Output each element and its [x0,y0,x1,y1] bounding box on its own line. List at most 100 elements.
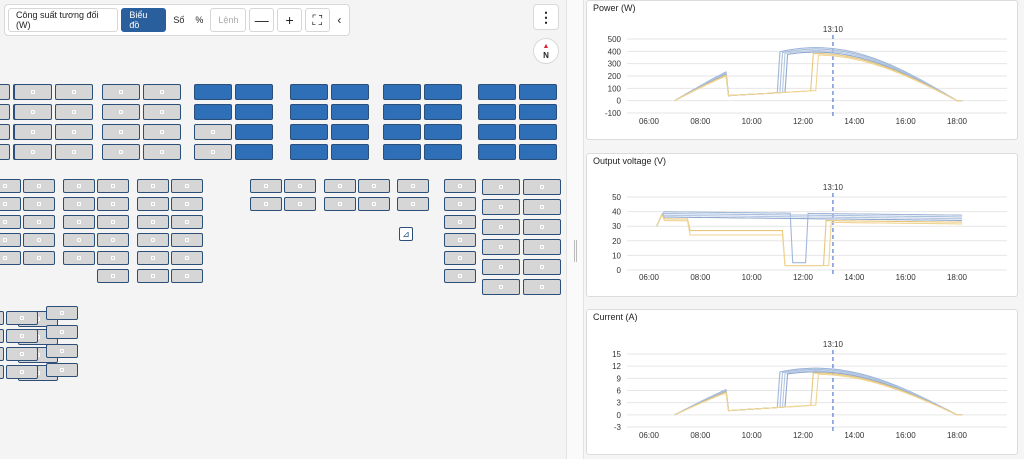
solar-panel[interactable] [482,239,520,255]
relative-power-button[interactable]: Công suất tương đối (W) [8,8,119,32]
solar-panel[interactable] [290,104,328,120]
solar-panel[interactable] [14,104,52,120]
solar-panel[interactable] [424,144,462,160]
solar-panel[interactable] [46,363,78,377]
more-menu-button[interactable]: ⋮ [533,4,559,30]
solar-panel[interactable] [324,197,356,211]
solar-panel[interactable] [519,104,557,120]
solar-panel[interactable] [6,311,38,325]
solar-panel[interactable] [519,84,557,100]
solar-panel[interactable] [0,84,10,100]
solar-panel[interactable] [478,104,516,120]
solar-panel[interactable] [383,104,421,120]
solar-panel[interactable] [519,124,557,140]
solar-panel[interactable] [444,197,476,211]
solar-panel[interactable] [6,347,38,361]
solar-panel[interactable] [63,251,95,265]
solar-panel[interactable] [137,179,169,193]
solar-panel[interactable] [0,215,21,229]
solar-panel[interactable] [97,233,129,247]
panel-layout-map[interactable]: ⊿ Công suất tương đối (W) Biểu đồ Số % L… [0,0,566,459]
solar-panel[interactable] [137,233,169,247]
solar-panel[interactable] [194,84,232,100]
solar-panel[interactable] [97,197,129,211]
solar-panel[interactable] [102,124,140,140]
solar-panel[interactable] [0,365,4,379]
solar-panel[interactable] [284,197,316,211]
solar-panel[interactable] [23,233,55,247]
solar-panel[interactable] [0,179,21,193]
fullscreen-button[interactable]: ⛶ [304,8,330,32]
solar-panel[interactable] [523,259,561,275]
solar-panel[interactable] [482,179,520,195]
solar-panel[interactable] [0,104,10,120]
solar-panel[interactable] [290,84,328,100]
solar-panel[interactable] [63,215,95,229]
solar-panel[interactable] [444,269,476,283]
solar-panel[interactable] [0,144,10,160]
solar-panel[interactable] [55,124,93,140]
solar-panel[interactable] [137,215,169,229]
solar-panel[interactable] [250,179,282,193]
solar-panel[interactable] [424,104,462,120]
solar-panel[interactable] [235,104,273,120]
voltage-chart[interactable]: 0 10 20 30 40 50 06:00 08:00 10:00 12:00 14:00 16:0… [587,154,1019,298]
solar-panel[interactable] [97,215,129,229]
solar-panel[interactable] [397,179,429,193]
solar-panel[interactable] [235,124,273,140]
solar-panel[interactable] [23,179,55,193]
solar-panel[interactable] [97,179,129,193]
solar-panel[interactable] [519,144,557,160]
solar-panel[interactable] [290,124,328,140]
solar-panel[interactable] [383,84,421,100]
solar-panel[interactable] [523,239,561,255]
solar-panel[interactable] [478,124,516,140]
solar-panel[interactable] [523,219,561,235]
solar-panel[interactable] [14,144,52,160]
pane-resize-handle[interactable] [566,0,584,459]
compass-button[interactable]: ▲ N [533,38,559,64]
solar-panel[interactable] [194,104,232,120]
solar-panel[interactable] [171,233,203,247]
solar-panel[interactable] [284,179,316,193]
solar-panel[interactable] [324,179,356,193]
solar-panel[interactable] [102,144,140,160]
solar-panel[interactable] [482,259,520,275]
solar-panel[interactable] [171,251,203,265]
solar-panel[interactable] [331,84,369,100]
solar-panel[interactable] [14,124,52,140]
solar-panel[interactable] [63,197,95,211]
solar-panel[interactable] [0,233,21,247]
collapse-panel-button[interactable]: ‹ [332,8,346,32]
solar-panel[interactable] [143,84,181,100]
solar-panel[interactable] [46,306,78,320]
solar-panel[interactable] [444,251,476,265]
solar-panel[interactable] [171,269,203,283]
solar-panel[interactable] [194,144,232,160]
solar-panel[interactable] [331,124,369,140]
solar-panel[interactable] [143,104,181,120]
solar-panel[interactable] [478,144,516,160]
solar-panel[interactable] [137,269,169,283]
solar-panel[interactable] [23,215,55,229]
solar-panel[interactable] [444,215,476,229]
solar-panel[interactable] [523,179,561,195]
solar-panel[interactable] [55,104,93,120]
solar-panel[interactable] [55,144,93,160]
solar-panel[interactable] [482,279,520,295]
solar-panel[interactable] [23,251,55,265]
percent-mode-button[interactable]: % [191,8,208,32]
command-button[interactable]: Lệnh [210,8,247,32]
solar-panel[interactable] [137,197,169,211]
solar-panel[interactable] [97,269,129,283]
solar-panel[interactable] [444,179,476,193]
solar-panel[interactable] [424,124,462,140]
solar-panel[interactable] [55,84,93,100]
solar-panel[interactable] [358,197,390,211]
current-chart[interactable]: -3 0 3 6 9 12 15 06:00 08:00 10:00 12:00 14:00 16:00… [587,310,1019,456]
solar-panel[interactable] [397,197,429,211]
solar-panel[interactable] [0,347,4,361]
solar-panel[interactable] [14,84,52,100]
solar-panel[interactable] [97,251,129,265]
solar-panel[interactable] [358,179,390,193]
